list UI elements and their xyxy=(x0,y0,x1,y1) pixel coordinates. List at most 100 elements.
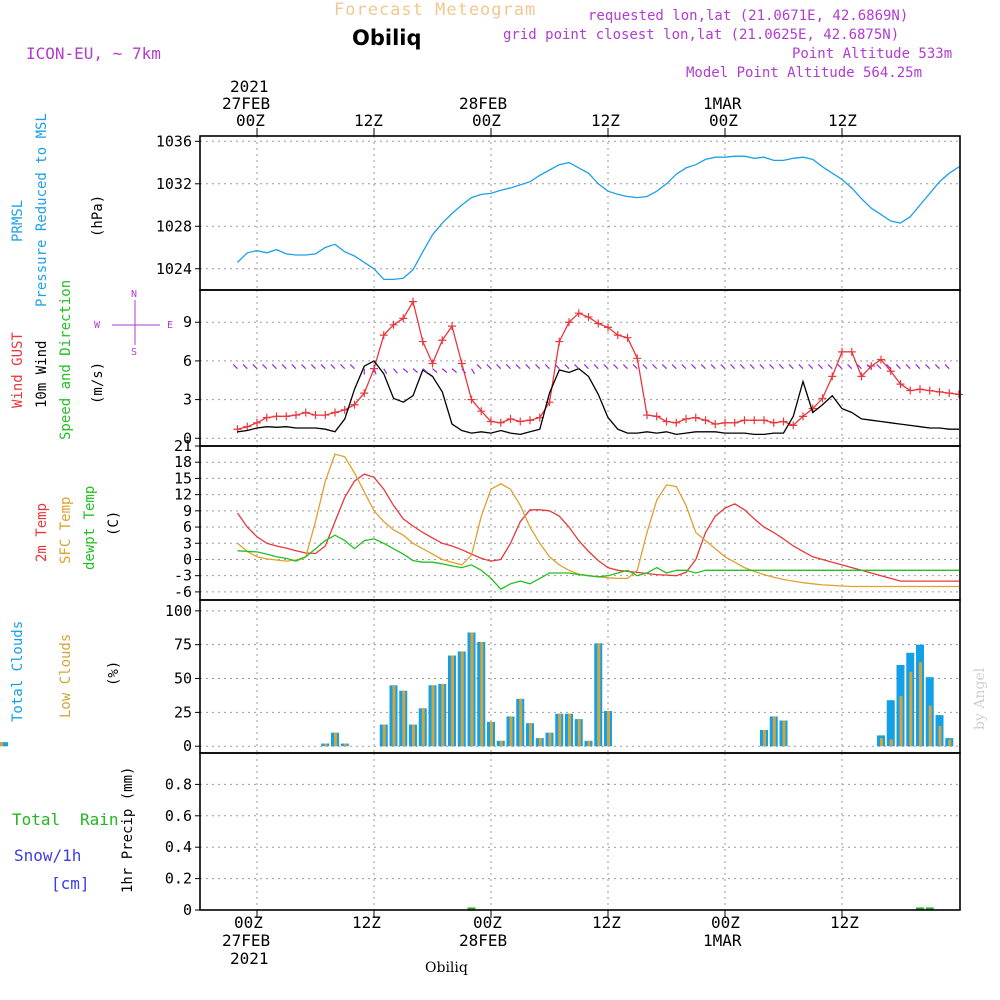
panel-frame-pressure xyxy=(199,135,961,291)
compass-e-label: E xyxy=(167,320,174,331)
gust-marker xyxy=(662,417,671,426)
wind-direction-arrow xyxy=(349,363,355,370)
model-label: ICON-EU, ~ 7km xyxy=(26,44,161,63)
wind-direction-arrow xyxy=(461,368,467,374)
y-tick-label-pressure: 1032 xyxy=(156,175,192,193)
wind-direction-arrow xyxy=(671,363,677,370)
gust-marker xyxy=(321,411,330,420)
gust-marker xyxy=(672,418,681,427)
gust-marker xyxy=(477,407,486,416)
snow-unit-label: [cm] xyxy=(51,874,90,893)
low-cloud-bar xyxy=(568,713,571,747)
wind-direction-arrow xyxy=(915,363,921,370)
total-rain-label-2: Rain xyxy=(80,810,119,829)
gust-marker xyxy=(457,359,466,368)
gust-marker xyxy=(467,395,476,404)
y-tick-label-wind: 0 xyxy=(183,429,192,447)
low-cloud-bar xyxy=(607,711,610,747)
bottom-time-label-5-date: 1MAR xyxy=(703,931,742,950)
wind-direction-arrow xyxy=(642,363,648,370)
wind-direction-arrow xyxy=(593,363,599,370)
y-tick-label-precip: 0.4 xyxy=(165,838,192,856)
low-cloud-bar xyxy=(587,740,591,747)
wind-direction-arrow xyxy=(330,363,336,370)
low-cloud-bar xyxy=(558,713,562,747)
y-tick-label-wind: 9 xyxy=(183,313,192,331)
gust-marker xyxy=(399,314,408,323)
point-altitude: Point Altitude 533m xyxy=(792,46,953,62)
y-tick-label-pressure: 1036 xyxy=(156,132,192,150)
wind-direction-arrow xyxy=(730,363,736,370)
low-cloud-bar xyxy=(899,696,903,747)
y-tick-label-pressure: 1028 xyxy=(156,217,192,235)
gust-marker xyxy=(828,372,837,381)
wind-direction-arrow xyxy=(310,363,316,370)
gust-marker xyxy=(799,412,807,421)
gust-marker xyxy=(448,322,456,331)
low-cloud-bar xyxy=(382,724,386,747)
low-cloud-bar xyxy=(460,651,464,747)
low-cloud-bar xyxy=(499,740,503,747)
wind-direction-arrow xyxy=(291,363,297,370)
low-cloud-bar xyxy=(919,662,922,747)
requested-coordinates: requested lon,lat (21.0671E, 42.6869N) xyxy=(588,8,909,24)
wind-direction-arrow xyxy=(432,368,438,373)
gust-marker xyxy=(906,386,915,395)
compass-icon xyxy=(112,300,160,345)
y-tick-label-temperature: 9 xyxy=(183,502,192,520)
wind-direction-arrow xyxy=(544,363,550,370)
gust-marker xyxy=(604,323,612,332)
y-tick-label-temperature: 18 xyxy=(174,453,192,471)
wind-direction-arrow xyxy=(301,363,307,370)
wind-direction-arrow xyxy=(242,363,248,370)
gust-marker xyxy=(896,380,905,389)
low-cloud-bar xyxy=(577,719,581,747)
snow-label: Snow/1h xyxy=(14,846,82,865)
top-time-label-5-date: 1MAR xyxy=(703,94,742,113)
low-cloud-bar xyxy=(948,739,952,747)
gust-marker xyxy=(409,297,417,306)
wind-direction-arrow xyxy=(281,363,287,370)
low-cloud-bar xyxy=(889,739,893,747)
panel-frame-precip xyxy=(199,752,961,911)
wind-direction-arrow xyxy=(944,363,950,370)
low-cloud-bar xyxy=(431,685,435,747)
y-tick-label-clouds: 100 xyxy=(165,602,192,620)
bottom-time-label-1-hour: 00Z xyxy=(234,913,263,932)
y-tick-label-clouds: 50 xyxy=(174,670,192,688)
wind-direction-arrow xyxy=(866,363,872,370)
gust-marker xyxy=(730,418,739,427)
wind-direction-arrow xyxy=(808,363,814,370)
wind-direction-arrow xyxy=(798,363,804,370)
gust-marker xyxy=(438,336,447,345)
rain-bar xyxy=(467,907,476,910)
low-cloud-bar xyxy=(928,705,932,747)
wind-direction-arrow xyxy=(827,363,833,370)
y-tick-label-clouds: 25 xyxy=(174,703,192,721)
gust-marker xyxy=(311,411,320,420)
gust-marker xyxy=(789,421,798,430)
low-cloud-bar xyxy=(334,732,337,747)
wind-direction-arrow xyxy=(905,363,911,370)
wind-direction-arrow xyxy=(856,363,862,370)
wind-direction-arrow xyxy=(876,363,882,370)
bottom-time-label-4-hour: 12Z xyxy=(592,913,621,932)
total-cloud-bar xyxy=(0,742,8,747)
wind-direction-arrow xyxy=(661,363,667,370)
low-cloud-bar xyxy=(772,716,776,747)
gust-marker xyxy=(331,408,339,417)
gust-marker xyxy=(574,309,583,318)
bottom-time-label-3-date: 28FEB xyxy=(459,931,508,950)
top-time-label-3-date: 28FEB xyxy=(459,94,508,113)
gust-marker xyxy=(613,331,622,340)
wind-direction-arrow xyxy=(817,363,823,370)
gust-marker xyxy=(691,413,700,422)
gust-marker xyxy=(818,394,827,403)
low-cloud-bar xyxy=(470,632,474,747)
gust-marker xyxy=(935,387,944,396)
model-point-altitude: Model Point Altitude 564.25m xyxy=(686,65,923,81)
y-tick-label-temperature: 6 xyxy=(183,518,192,536)
gust-marker xyxy=(760,416,768,425)
gust-marker xyxy=(526,416,534,425)
bottom-time-label-5-hour: 00Z xyxy=(711,913,740,932)
